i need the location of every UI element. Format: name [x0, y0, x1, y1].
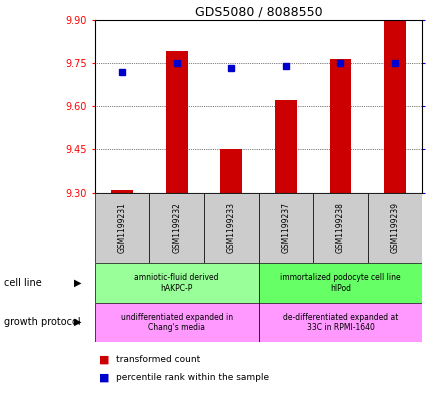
Bar	[329, 59, 350, 193]
Bar	[95, 263, 258, 303]
Bar	[274, 100, 296, 193]
Text: ■: ■	[99, 355, 109, 365]
Text: amniotic-fluid derived
hAKPC-P: amniotic-fluid derived hAKPC-P	[134, 273, 218, 293]
Bar	[95, 303, 258, 342]
Bar	[313, 193, 367, 263]
Text: immortalized podocyte cell line
hIPod: immortalized podocyte cell line hIPod	[280, 273, 400, 293]
Text: GSM1199239: GSM1199239	[390, 202, 399, 253]
Text: ▶: ▶	[74, 317, 81, 327]
Text: GSM1199231: GSM1199231	[117, 202, 126, 253]
Bar	[367, 193, 421, 263]
Text: ▶: ▶	[74, 278, 81, 288]
Text: GSM1199238: GSM1199238	[335, 202, 344, 253]
Text: GSM1199233: GSM1199233	[226, 202, 235, 253]
Title: GDS5080 / 8088550: GDS5080 / 8088550	[194, 6, 322, 18]
Bar	[95, 193, 149, 263]
Bar	[111, 190, 133, 193]
Text: growth protocol: growth protocol	[4, 317, 81, 327]
Text: GSM1199237: GSM1199237	[281, 202, 290, 253]
Text: GSM1199232: GSM1199232	[172, 202, 181, 253]
Bar	[258, 193, 313, 263]
Bar	[383, 20, 405, 193]
Text: undifferentiated expanded in
Chang's media: undifferentiated expanded in Chang's med…	[120, 312, 232, 332]
Bar	[220, 149, 242, 193]
Bar	[258, 263, 421, 303]
Text: transformed count: transformed count	[116, 355, 200, 364]
Text: cell line: cell line	[4, 278, 42, 288]
Text: percentile rank within the sample: percentile rank within the sample	[116, 373, 269, 382]
Text: de-differentiated expanded at
33C in RPMI-1640: de-differentiated expanded at 33C in RPM…	[282, 312, 397, 332]
Bar	[149, 193, 203, 263]
Bar	[203, 193, 258, 263]
Bar	[166, 51, 187, 193]
Bar	[258, 303, 421, 342]
Text: ■: ■	[99, 373, 109, 383]
